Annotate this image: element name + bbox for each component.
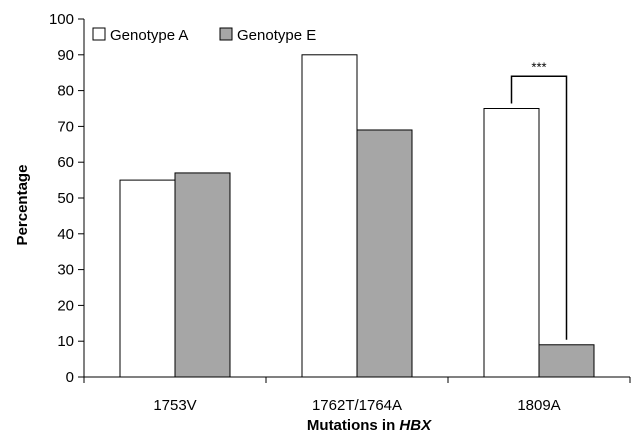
y-axis-title: Percentage bbox=[14, 165, 31, 246]
y-tick-label: 0 bbox=[66, 369, 74, 386]
legend: Genotype A Genotype E bbox=[92, 27, 316, 44]
significance-bracket bbox=[510, 75, 568, 340]
y-tick-label: 70 bbox=[57, 118, 74, 135]
x-tick-label: 1809A bbox=[517, 397, 560, 414]
bar-genotype-a bbox=[119, 179, 176, 378]
bar-genotype-e bbox=[356, 129, 413, 378]
bar-genotype-a bbox=[483, 108, 540, 378]
y-axis: 0 10 20 30 40 50 60 70 80 90 100 bbox=[49, 11, 85, 386]
legend-label: Genotype A bbox=[110, 27, 188, 44]
y-tick-label: 100 bbox=[49, 11, 74, 28]
x-axis: 1753V 1762T/1764A 1809A bbox=[83, 376, 631, 414]
y-tick-label: 90 bbox=[57, 47, 74, 64]
significance-annotation: *** bbox=[510, 59, 568, 340]
y-tick-label: 50 bbox=[57, 190, 74, 207]
y-tick-label: 80 bbox=[57, 83, 74, 100]
x-axis-title: Mutations in HBX bbox=[307, 417, 432, 434]
x-tick-label: 1762T/1764A bbox=[312, 397, 402, 414]
bar-genotype-a bbox=[301, 54, 358, 378]
y-tick-label: 30 bbox=[57, 262, 74, 279]
bar-genotype-e bbox=[538, 344, 595, 378]
y-tick-label: 10 bbox=[57, 333, 74, 350]
legend-swatch bbox=[92, 27, 106, 41]
bar-genotype-e bbox=[174, 172, 231, 378]
y-tick-label: 40 bbox=[57, 226, 74, 243]
x-tick-label: 1753V bbox=[153, 397, 196, 414]
significance-label: *** bbox=[531, 59, 546, 74]
y-tick-label: 20 bbox=[57, 297, 74, 314]
legend-label: Genotype E bbox=[237, 27, 316, 44]
y-tick-label: 60 bbox=[57, 154, 74, 171]
legend-swatch bbox=[219, 27, 233, 41]
bars bbox=[119, 54, 595, 378]
